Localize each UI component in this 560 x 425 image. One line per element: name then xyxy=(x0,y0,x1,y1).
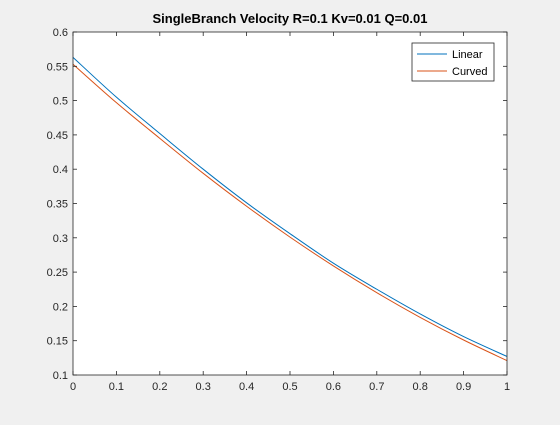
y-tick-label: 0.6 xyxy=(53,27,68,39)
y-tick-label: 0.4 xyxy=(53,164,68,176)
x-tick-label: 0.3 xyxy=(196,381,211,393)
x-tick-label: 0.8 xyxy=(413,381,428,393)
series-line-curved xyxy=(72,63,508,362)
legend-label-curved: Curved xyxy=(452,66,487,78)
x-tick-label: 0 xyxy=(70,381,76,393)
y-tick-label: 0.25 xyxy=(47,267,68,279)
x-tick-label: 0.9 xyxy=(456,381,471,393)
y-tick-label: 0.2 xyxy=(53,301,68,313)
y-tick-label: 0.15 xyxy=(47,336,68,348)
x-tick-label: 0.1 xyxy=(109,381,124,393)
x-tick-label: 0.4 xyxy=(239,381,254,393)
series-line-linear xyxy=(72,57,508,357)
series-layer xyxy=(72,57,508,362)
y-tick-label: 0.3 xyxy=(53,233,68,245)
x-tick-label: 0.2 xyxy=(152,381,167,393)
x-tick-label: 0.7 xyxy=(369,381,384,393)
plot-area xyxy=(73,32,507,375)
y-tick-label: 0.45 xyxy=(47,130,68,142)
y-tick-label: 0.5 xyxy=(53,96,68,108)
y-tick-label: 0.1 xyxy=(53,370,68,382)
ticks-layer: 0 0.1 0.2 0.3 0.4 0.5 0.6 0.7 0.8 0.9 10.10.150.20… xyxy=(47,27,510,393)
legend-label-linear: Linear xyxy=(452,49,483,61)
x-tick-label: 0.6 xyxy=(326,381,341,393)
y-tick-label: 0.35 xyxy=(47,199,68,211)
x-tick-label: 1 xyxy=(504,381,510,393)
chart-title: SingleBranch Velocity R=0.1 Kv=0.01 Q=0.… xyxy=(153,11,428,26)
legend: Linear Curved xyxy=(411,42,495,82)
legend-box xyxy=(411,42,495,82)
y-tick-label: 0.55 xyxy=(47,61,68,73)
x-tick-label: 0.5 xyxy=(282,381,297,393)
